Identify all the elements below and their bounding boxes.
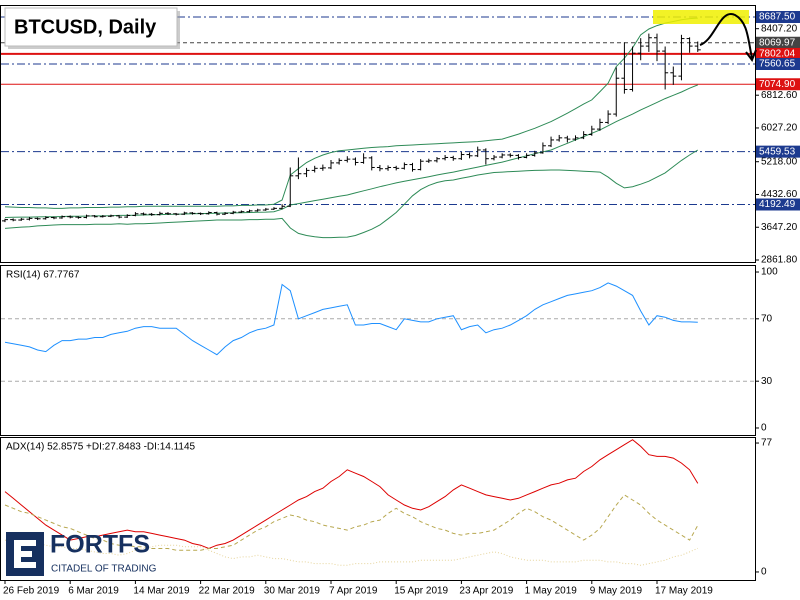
rsi-panel [0, 265, 756, 436]
x-tick-label: 22 Mar 2019 [199, 586, 256, 597]
y-tick-label: 6812.60 [761, 90, 798, 101]
y-tick-label: 0 [761, 567, 767, 578]
level-label: 8069.97 [759, 37, 796, 48]
title-box [4, 7, 178, 47]
series-line [4, 539, 699, 566]
level-label: 7074.90 [759, 79, 796, 90]
level-tag [756, 145, 800, 158]
panel-title: RSI(14) 67.7767 [6, 270, 80, 281]
highlight [653, 10, 749, 24]
logo-tagline: CITADEL OF TRADING [51, 564, 157, 575]
level-label: 7560.65 [759, 59, 796, 70]
y-tick-label: 70 [761, 313, 773, 324]
level-tag [756, 57, 800, 70]
forecast-arrow [699, 13, 753, 59]
y-tick-label: 30 [761, 376, 773, 387]
series-line [4, 149, 699, 239]
level-tag [756, 47, 800, 60]
series-line [4, 494, 699, 551]
level-label: 5459.53 [759, 146, 796, 157]
y-tick-label: 100 [761, 267, 778, 278]
y-tick-label: 0 [761, 423, 767, 434]
x-tick-label: 9 May 2019 [590, 586, 643, 597]
series-line [4, 439, 699, 550]
x-tick-label: 15 Apr 2019 [394, 586, 448, 597]
x-tick-label: 7 Apr 2019 [329, 586, 378, 597]
logo-mark [14, 540, 36, 568]
level-label: 8687.50 [759, 12, 796, 23]
panel-title: ADX(14) 52.8575 +DI:27.8483 -DI:14.1145 [6, 442, 196, 453]
x-tick-label: 14 Mar 2019 [133, 586, 190, 597]
series-line [4, 282, 698, 356]
price-panel [0, 5, 756, 263]
x-tick-label: 6 Mar 2019 [68, 586, 119, 597]
plot: 8407.20 6812.60 6027.20 5218.00 4432.60 3647.… [1, 10, 800, 597]
x-tick-label: 26 Feb 2019 [3, 586, 60, 597]
chart-title: BTCUSD, Daily [14, 16, 157, 38]
y-tick-label: 5218.00 [761, 156, 798, 167]
logo-name: FORTFS [50, 531, 150, 559]
y-tick-label: 4432.60 [761, 189, 798, 200]
series-line [4, 84, 698, 218]
x-tick-label: 17 May 2019 [655, 586, 713, 597]
arrow-head [745, 49, 757, 63]
level-tag [756, 198, 800, 211]
x-tick-label: 30 Mar 2019 [264, 586, 321, 597]
x-tick-label: 1 May 2019 [525, 586, 578, 597]
y-tick-label: 2861.80 [761, 255, 798, 266]
level-tag [756, 36, 800, 49]
y-tick-label: 3647.20 [761, 222, 798, 233]
level-label: 4192.49 [759, 199, 796, 210]
series-line [4, 17, 698, 209]
level-tag [756, 78, 800, 91]
adx-panel [0, 437, 756, 581]
logo: FORTFS CITADEL OF TRADING [6, 531, 157, 576]
y-tick-label: 77 [761, 438, 773, 449]
y-tick-label: 8407.20 [761, 23, 798, 34]
y-tick-label: 6027.20 [761, 123, 798, 134]
level-tag [756, 10, 800, 23]
level-label: 7802.04 [759, 49, 796, 60]
x-tick-label: 23 Apr 2019 [459, 586, 513, 597]
